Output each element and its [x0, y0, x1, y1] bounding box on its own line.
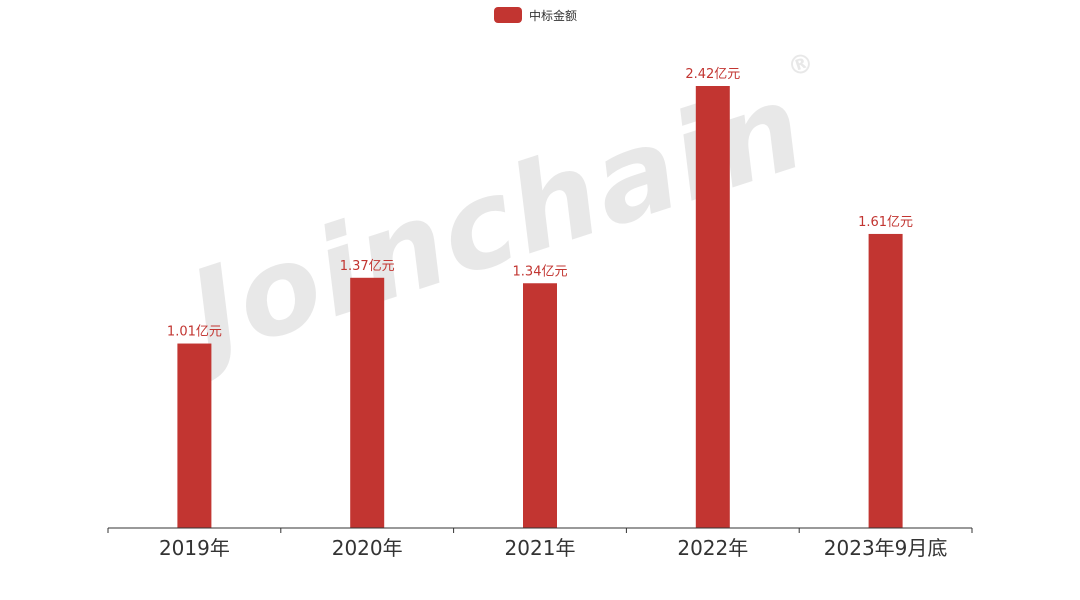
legend-swatch: [494, 7, 522, 23]
data-label: 1.61亿元: [858, 215, 913, 230]
bar[interactable]: [868, 233, 903, 529]
bar[interactable]: [177, 343, 212, 528]
x-tick-label: 2021年: [505, 536, 576, 560]
legend[interactable]: 中标金额: [494, 5, 577, 25]
x-tick-label: 2020年: [332, 536, 403, 560]
data-label: 1.37亿元: [340, 259, 395, 274]
x-tick-label: 2019年: [159, 536, 230, 560]
bar[interactable]: [695, 86, 730, 528]
legend-label: 中标金额: [529, 8, 578, 23]
bar[interactable]: [523, 283, 557, 528]
data-label: 1.01亿元: [167, 325, 222, 340]
data-label: 2.42亿元: [685, 67, 740, 82]
x-tick-label: 2022年: [677, 536, 748, 560]
data-label: 1.34亿元: [513, 264, 568, 279]
x-tick-label: 2023年9月底: [824, 536, 948, 560]
bar[interactable]: [350, 277, 385, 528]
